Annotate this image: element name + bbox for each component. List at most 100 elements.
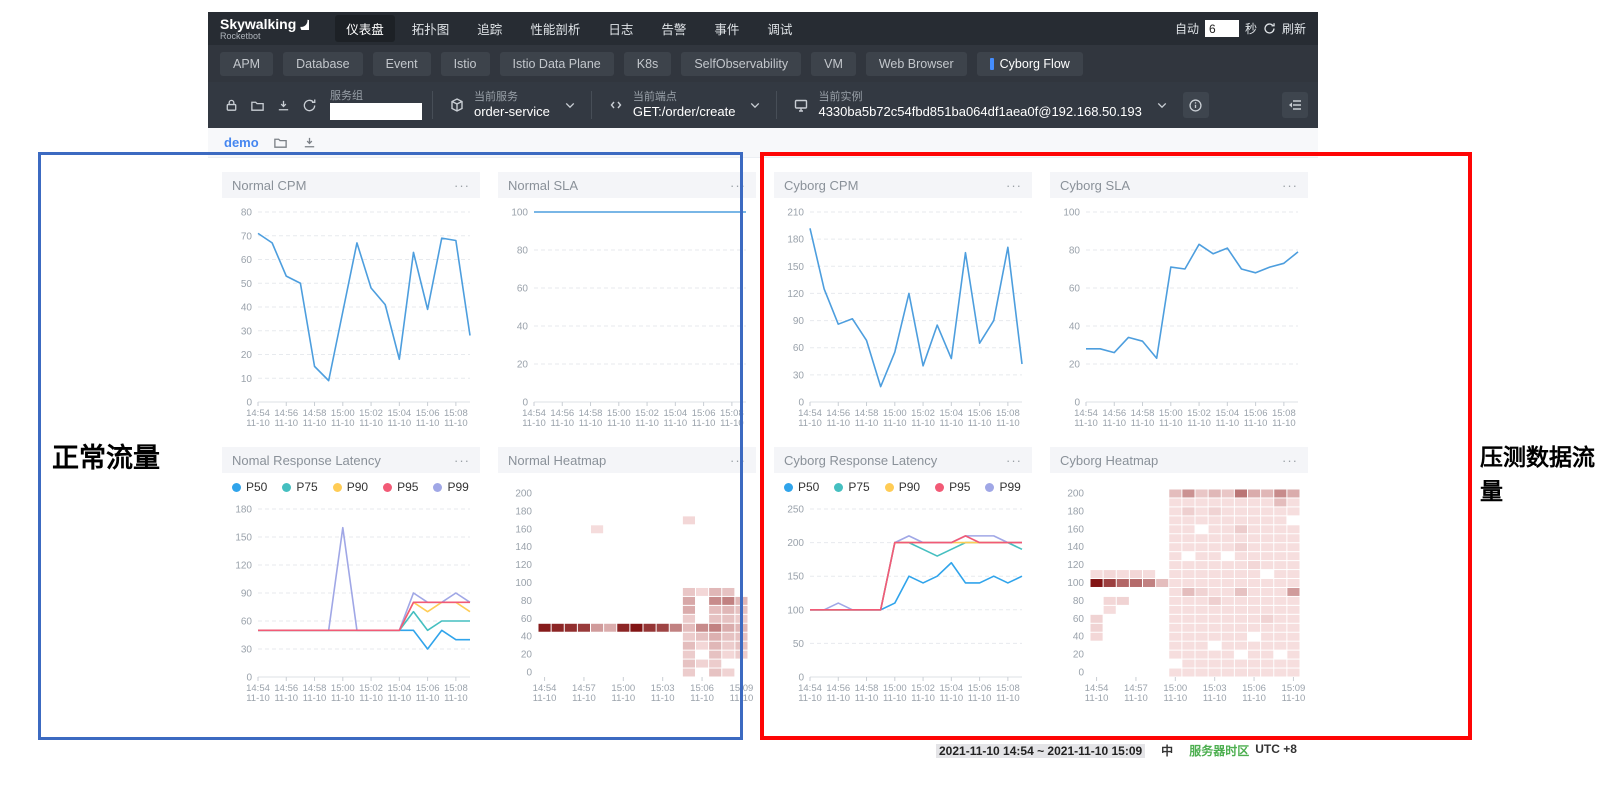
- legend-item[interactable]: P90: [332, 480, 368, 494]
- service-icon: [451, 98, 463, 112]
- svg-text:60: 60: [517, 284, 529, 295]
- lock-icon[interactable]: [218, 92, 244, 118]
- chart-menu-icon[interactable]: ···: [1282, 452, 1298, 468]
- svg-text:11-10: 11-10: [826, 418, 850, 429]
- info-icon[interactable]: [1182, 92, 1209, 118]
- chart-menu-icon[interactable]: ···: [730, 452, 746, 468]
- nav-item[interactable]: 告警: [661, 23, 687, 37]
- legend-item[interactable]: P99: [433, 480, 469, 494]
- chart-title: Normal Heatmap: [508, 452, 607, 468]
- dashboard-tab[interactable]: SelfObservability: [681, 51, 802, 76]
- chart-plot: 05010015020025014:5411-1014:5611-1014:58…: [787, 505, 1023, 704]
- dashboard-tab[interactable]: Event: [372, 51, 431, 76]
- chart-menu-icon[interactable]: ···: [454, 452, 470, 468]
- svg-text:11-10: 11-10: [388, 693, 412, 704]
- svg-text:11-10: 11-10: [303, 693, 327, 704]
- panel-toggle-icon[interactable]: [1282, 92, 1308, 118]
- svg-text:210: 210: [787, 208, 804, 219]
- svg-text:11-10: 11-10: [274, 693, 298, 704]
- legend-item[interactable]: P99: [985, 480, 1021, 494]
- current-endpoint-select[interactable]: 当前端点 GET:/order/create: [602, 91, 767, 120]
- current-instance-select[interactable]: 当前实例 4330ba5b72c54fbd851ba064df1aea0f@19…: [787, 91, 1172, 120]
- current-service-select[interactable]: 当前服务 order-service: [443, 91, 581, 120]
- logo-title: Skywalking: [220, 16, 297, 32]
- legend-dot-icon: [433, 482, 443, 492]
- refresh-icon[interactable]: [1263, 22, 1276, 35]
- nav-item[interactable]: 调试: [767, 23, 793, 37]
- chart-menu-icon[interactable]: ···: [1006, 177, 1022, 193]
- dashboard-tab[interactable]: K8s: [623, 51, 672, 76]
- dashboard-tab[interactable]: Istio: [440, 51, 490, 76]
- svg-text:60: 60: [1073, 614, 1085, 625]
- chart-title: Nomal Response Latency: [232, 452, 381, 468]
- dashboard-tab[interactable]: Istio Data Plane: [499, 51, 614, 76]
- svg-text:11-10: 11-10: [1131, 418, 1155, 429]
- auto-refresh-input[interactable]: [1204, 20, 1239, 37]
- chart-menu-icon[interactable]: ···: [730, 177, 746, 193]
- svg-text:15:06: 15:06: [1244, 408, 1268, 419]
- svg-text:180: 180: [1067, 506, 1084, 517]
- folder-icon[interactable]: [273, 135, 288, 150]
- nav-item[interactable]: 仪表盘: [335, 15, 395, 42]
- legend-item[interactable]: P50: [232, 480, 267, 494]
- language-toggle[interactable]: 中: [1161, 744, 1174, 758]
- current-instance-value: 4330ba5b72c54fbd851ba064df1aea0f@192.168…: [818, 103, 1142, 119]
- legend-item[interactable]: P95: [383, 480, 418, 494]
- svg-text:20: 20: [1073, 650, 1085, 661]
- nav-item[interactable]: 日志: [608, 23, 634, 37]
- time-range-picker[interactable]: 2021-11-10 14:54 ~ 2021-11-10 15:09: [936, 743, 1146, 758]
- dashboard-tab[interactable]: Cyborg Flow: [976, 51, 1083, 76]
- dashboard-tab[interactable]: VM: [811, 51, 856, 76]
- legend-item[interactable]: P90: [884, 480, 920, 494]
- legend-item[interactable]: P95: [935, 480, 970, 494]
- skywalking-logo: Skywalking Rocketbot: [220, 16, 310, 41]
- svg-text:11-10: 11-10: [533, 693, 557, 704]
- dashboard-tab-label: Web Browser: [878, 56, 954, 71]
- timezone-utc-value: UTC +8: [1255, 742, 1297, 756]
- chart-menu-icon[interactable]: ···: [1006, 452, 1022, 468]
- dashboard-tab[interactable]: Web Browser: [865, 51, 967, 76]
- svg-text:140: 140: [515, 542, 532, 553]
- svg-text:14:56: 14:56: [274, 683, 298, 694]
- svg-text:14:58: 14:58: [303, 408, 327, 419]
- timezone-control[interactable]: 服务器时区 UTC +8: [1189, 742, 1297, 759]
- chart-menu-icon[interactable]: ···: [1282, 177, 1298, 193]
- nav-item[interactable]: 拓扑图: [411, 23, 450, 37]
- dashboard-tab[interactable]: Database: [283, 51, 363, 76]
- svg-text:15:00: 15:00: [1163, 683, 1187, 694]
- download-icon[interactable]: [302, 135, 317, 150]
- legend-dot-icon: [935, 482, 945, 492]
- svg-text:150: 150: [787, 572, 804, 583]
- svg-text:15:00: 15:00: [611, 683, 635, 694]
- folder-icon[interactable]: [244, 92, 270, 118]
- svg-text:11-10: 11-10: [416, 693, 440, 704]
- svg-text:11-10: 11-10: [246, 418, 270, 429]
- legend-item[interactable]: P75: [282, 480, 318, 494]
- svg-text:11-10: 11-10: [331, 418, 355, 429]
- download-icon[interactable]: [270, 92, 296, 118]
- svg-text:15:04: 15:04: [663, 408, 687, 419]
- svg-text:14:54: 14:54: [246, 408, 270, 419]
- dashboard-tab-label: SelfObservability: [694, 56, 789, 71]
- refresh-button[interactable]: 刷新: [1281, 22, 1306, 36]
- svg-text:0: 0: [1078, 668, 1084, 679]
- svg-text:100: 100: [515, 578, 532, 589]
- service-group-input[interactable]: [330, 103, 422, 120]
- dashboard-name-link[interactable]: demo: [224, 135, 259, 150]
- dashboard-tab[interactable]: APM: [220, 51, 274, 76]
- svg-text:14:58: 14:58: [579, 408, 603, 419]
- chart-title: Cyborg Heatmap: [1060, 452, 1159, 468]
- chart-menu-icon[interactable]: ···: [454, 177, 470, 193]
- normal-traffic-label: 正常流量: [52, 443, 160, 473]
- nav-item[interactable]: 追踪: [477, 23, 503, 37]
- reload-icon[interactable]: [296, 92, 322, 118]
- svg-text:40: 40: [1069, 322, 1081, 333]
- chart-plot: 030609012015018014:5411-1014:5611-1014:5…: [235, 505, 471, 704]
- svg-text:14:58: 14:58: [1131, 408, 1155, 419]
- legend-item[interactable]: P75: [834, 480, 870, 494]
- legend-label: P99: [999, 480, 1021, 494]
- nav-item[interactable]: 性能剖析: [530, 23, 581, 37]
- legend-item[interactable]: P50: [784, 480, 819, 494]
- svg-text:11-10: 11-10: [1282, 693, 1306, 704]
- nav-item[interactable]: 事件: [714, 23, 740, 37]
